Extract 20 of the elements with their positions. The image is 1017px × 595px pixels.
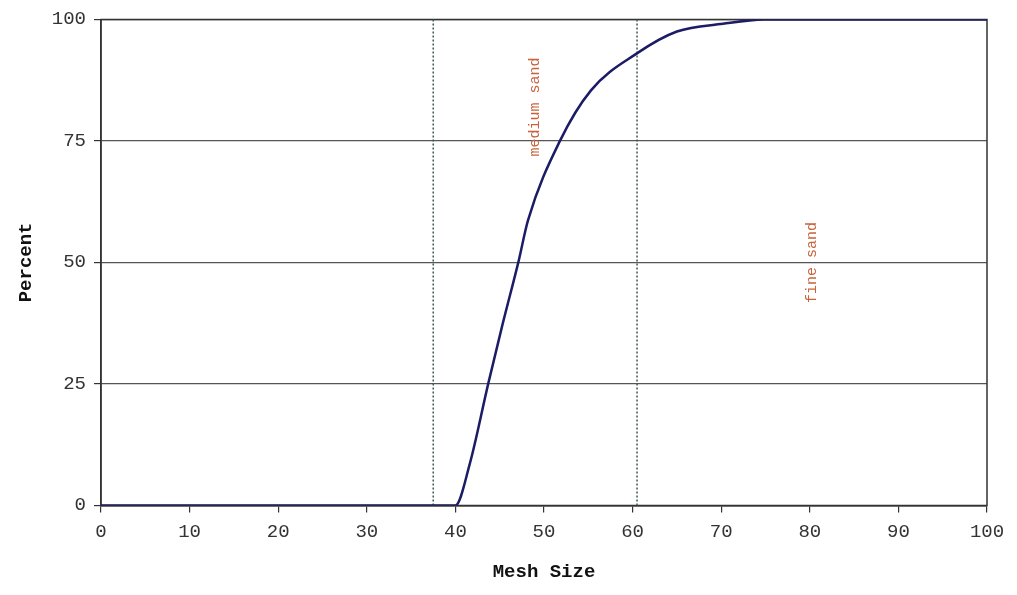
x-tick-label: 10 [178,520,202,543]
x-tick-label: 70 [709,520,733,543]
annotation: fine sand [803,221,821,303]
x-tick-label: 100 [969,520,1005,543]
x-tick-label: 0 [95,520,107,543]
annotation: medium sand [527,57,545,157]
y-tick-label: 75 [63,129,87,152]
x-tick-label: 20 [266,520,290,543]
y-tick-label: 50 [63,251,87,274]
x-tick-label: 90 [886,520,910,543]
x-tick-label: 50 [532,520,556,543]
y-tick-label: 100 [51,8,87,31]
x-tick-label: 80 [798,520,822,543]
y-tick-label: 0 [74,494,87,517]
y-axis-title: Percent [15,222,38,303]
x-tick-label: 60 [621,520,645,543]
y-tick-label: 25 [63,372,87,395]
x-axis-title: Mesh Size [492,561,596,584]
x-tick-label: 30 [355,520,379,543]
x-tick-label: 40 [444,520,467,543]
